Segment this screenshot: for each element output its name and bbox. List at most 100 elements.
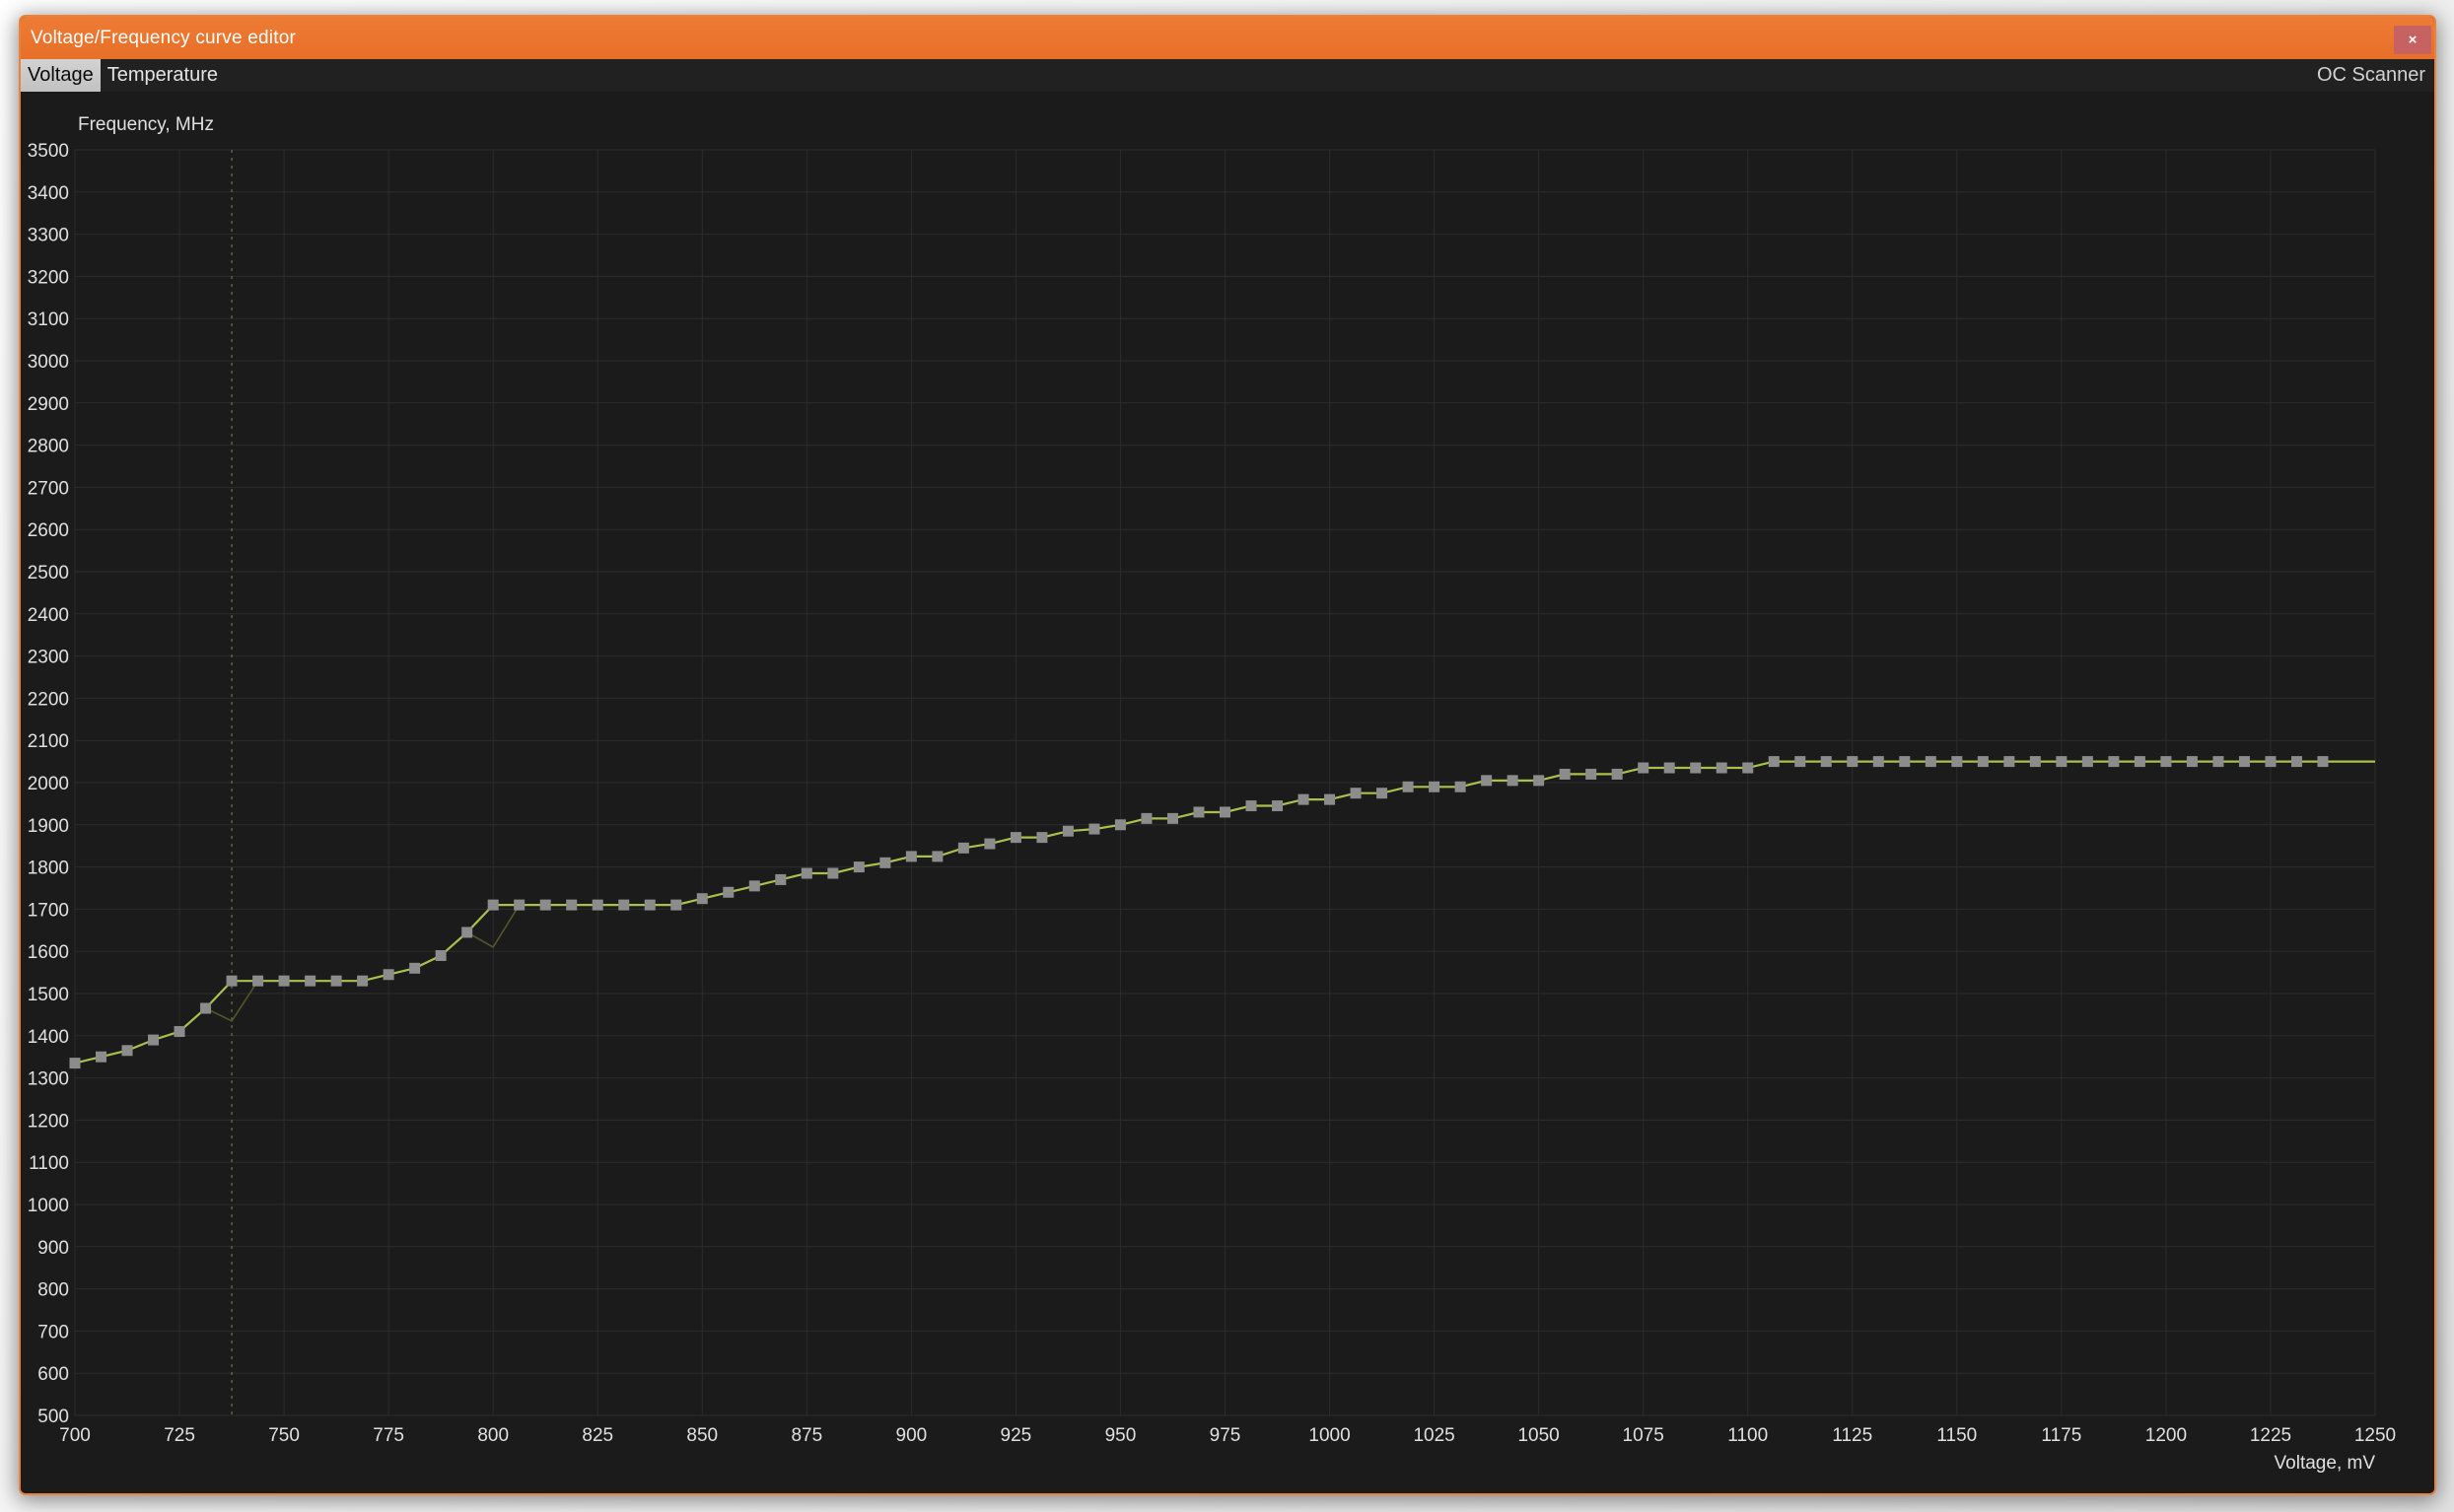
curve-point[interactable]: [905, 851, 917, 862]
curve-point[interactable]: [801, 867, 812, 879]
curve-point[interactable]: [278, 975, 290, 987]
curve-point[interactable]: [1036, 832, 1048, 844]
curve-point[interactable]: [932, 851, 944, 862]
curve-point[interactable]: [1088, 823, 1100, 835]
curve-point[interactable]: [1297, 793, 1309, 805]
tab-voltage[interactable]: Voltage: [21, 59, 101, 92]
curve-point[interactable]: [200, 1002, 212, 1014]
y-axis-tick-label: 2300: [28, 648, 69, 668]
curve-point[interactable]: [1166, 812, 1178, 824]
curve-point[interactable]: [226, 975, 238, 987]
curve-point[interactable]: [330, 975, 342, 987]
curve-point[interactable]: [1611, 768, 1623, 780]
curve-point[interactable]: [2003, 756, 2015, 768]
curve-point[interactable]: [670, 899, 682, 911]
curve-point[interactable]: [566, 899, 578, 911]
curve-point[interactable]: [1010, 832, 1021, 844]
curve-point[interactable]: [2134, 756, 2145, 768]
curve-point[interactable]: [853, 861, 865, 873]
curve-point[interactable]: [174, 1026, 185, 1038]
curve-point[interactable]: [383, 969, 394, 981]
curve-point[interactable]: [723, 886, 735, 898]
curve-point[interactable]: [539, 899, 551, 911]
curve-point[interactable]: [775, 873, 787, 885]
curve-point[interactable]: [1820, 756, 1832, 768]
curve-point[interactable]: [2056, 756, 2068, 768]
curve-point[interactable]: [2265, 756, 2277, 768]
curve-point[interactable]: [1690, 762, 1702, 774]
curve-point[interactable]: [1114, 819, 1126, 831]
curve-point[interactable]: [748, 880, 760, 892]
curve-point[interactable]: [1638, 762, 1649, 774]
curve-point[interactable]: [1454, 781, 1466, 792]
curve-point[interactable]: [1272, 800, 1284, 812]
curve-point[interactable]: [1141, 812, 1153, 824]
curve-point[interactable]: [1847, 756, 1858, 768]
curve-point[interactable]: [1977, 756, 1989, 768]
curve-point[interactable]: [1559, 768, 1571, 780]
curve-point[interactable]: [305, 975, 316, 987]
y-axis-tick-label: 1800: [28, 859, 69, 879]
x-axis-tick-label: 900: [896, 1425, 928, 1446]
curve-point[interactable]: [2029, 756, 2041, 768]
oc-scanner-button[interactable]: OC Scanner: [2316, 64, 2425, 86]
curve-point[interactable]: [1245, 800, 1257, 812]
x-axis-tick-label: 1175: [2041, 1425, 2081, 1446]
vf-curve-chart[interactable]: 500 600 700 800 900 1000 1100 1200 1300 1400 1500 1…: [21, 92, 2434, 1493]
curve-point[interactable]: [592, 899, 603, 911]
curve-point[interactable]: [1220, 806, 1230, 818]
curve-point[interactable]: [69, 1058, 81, 1069]
curve-point[interactable]: [984, 838, 996, 850]
close-button[interactable]: ×: [2394, 26, 2431, 54]
curve-point[interactable]: [1481, 775, 1493, 787]
curve-point[interactable]: [2160, 756, 2172, 768]
x-axis-tick-label: 1225: [2250, 1425, 2291, 1446]
curve-point[interactable]: [357, 975, 369, 987]
curve-point[interactable]: [1663, 762, 1675, 774]
titlebar[interactable]: Voltage/Frequency curve editor ×: [21, 17, 2434, 59]
curve-point[interactable]: [1768, 756, 1780, 768]
curve-point[interactable]: [514, 899, 526, 911]
y-axis-tick-label: 3500: [28, 141, 69, 162]
curve-point[interactable]: [644, 899, 656, 911]
curve-point[interactable]: [435, 949, 447, 961]
curve-point[interactable]: [618, 899, 630, 911]
curve-point[interactable]: [121, 1045, 133, 1057]
curve-point[interactable]: [1951, 756, 1963, 768]
curve-point[interactable]: [2081, 756, 2093, 768]
curve-point[interactable]: [1742, 762, 1754, 774]
curve-point[interactable]: [2212, 756, 2224, 768]
curve-point[interactable]: [1062, 825, 1074, 837]
curve-point[interactable]: [1350, 788, 1362, 799]
curve-point[interactable]: [2317, 756, 2329, 768]
curve-point[interactable]: [148, 1034, 160, 1046]
curve-point[interactable]: [2108, 756, 2120, 768]
curve-point[interactable]: [1716, 762, 1727, 774]
curve-point[interactable]: [957, 842, 969, 854]
curve-point[interactable]: [1585, 768, 1597, 780]
curve-point[interactable]: [1429, 781, 1440, 792]
curve-point[interactable]: [1402, 781, 1414, 792]
curve-point[interactable]: [1507, 775, 1518, 787]
curve-point[interactable]: [461, 927, 473, 938]
curve-point[interactable]: [96, 1051, 107, 1063]
curve-point[interactable]: [1872, 756, 1884, 768]
curve-point[interactable]: [1533, 775, 1545, 787]
curve-point[interactable]: [252, 975, 264, 987]
curve-point[interactable]: [879, 857, 891, 868]
curve-point[interactable]: [696, 893, 708, 905]
curve-point[interactable]: [1899, 756, 1911, 768]
curve-point[interactable]: [409, 962, 421, 974]
curve-point[interactable]: [2238, 756, 2250, 768]
curve-point[interactable]: [1925, 756, 1936, 768]
curve-point[interactable]: [827, 867, 839, 879]
curve-point[interactable]: [1794, 756, 1806, 768]
curve-point[interactable]: [2290, 756, 2302, 768]
curve-point[interactable]: [1376, 788, 1388, 799]
tab-temperature[interactable]: Temperature: [106, 64, 219, 86]
chart-area[interactable]: 500 600 700 800 900 1000 1100 1200 1300 1400 1500 1…: [21, 92, 2434, 1493]
curve-point[interactable]: [487, 899, 499, 911]
curve-point[interactable]: [1324, 793, 1336, 805]
curve-point[interactable]: [1193, 806, 1205, 818]
curve-point[interactable]: [2186, 756, 2198, 768]
